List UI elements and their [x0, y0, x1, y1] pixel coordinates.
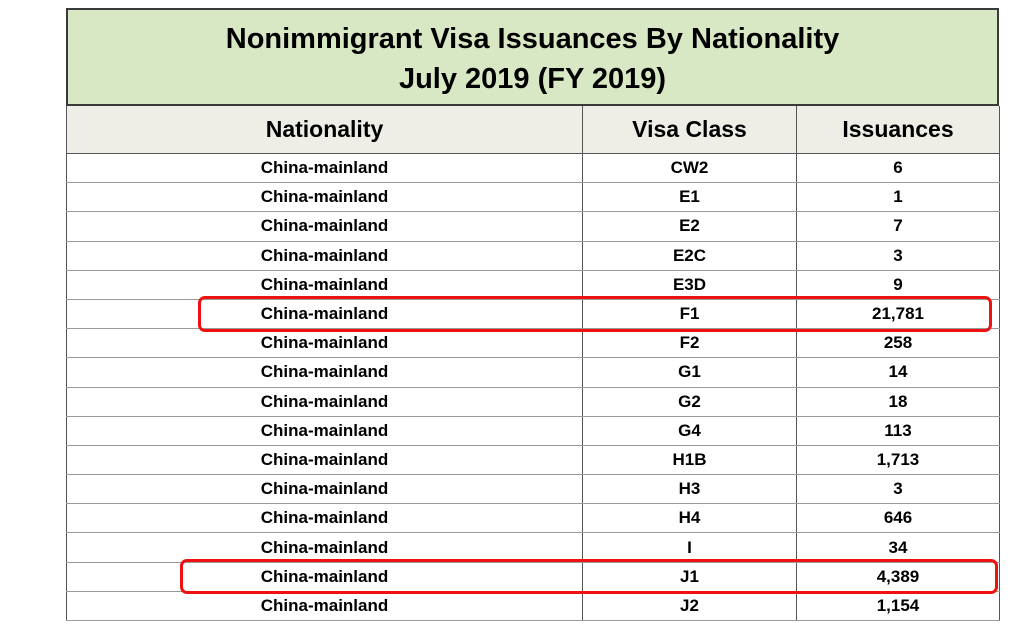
visa-issuance-sheet: Nonimmigrant Visa Issuances By Nationali… [66, 8, 1000, 622]
nationality-cell[interactable]: China-mainland [66, 299, 583, 330]
issuances-cell[interactable]: 113 [796, 416, 1000, 446]
issuances-cell[interactable]: 3 [796, 241, 1000, 271]
visa-class-cell[interactable]: E1 [582, 182, 797, 213]
table-row: China-mainland G4 113 [66, 416, 1000, 446]
table-row: China-mainland F2 258 [66, 328, 1000, 359]
table-row: China-mainland E2C 3 [66, 241, 1000, 271]
nationality-cell[interactable]: China-mainland [66, 357, 583, 388]
table-row: China-mainland CW2 6 [66, 153, 1000, 184]
nationality-cell[interactable]: China-mainland [66, 503, 583, 534]
highlight-outline [180, 559, 998, 595]
issuances-cell[interactable]: 21,781 [796, 299, 1000, 330]
table-row: China-mainland H4 646 [66, 503, 1000, 534]
nationality-cell[interactable]: China-mainland [66, 474, 583, 505]
nationality-cell[interactable]: China-mainland [66, 416, 583, 446]
report-title: Nonimmigrant Visa Issuances By Nationali… [225, 23, 840, 55]
visa-class-cell[interactable]: G4 [582, 416, 797, 446]
nationality-cell[interactable]: China-mainland [66, 211, 583, 242]
issuances-cell[interactable]: 4,389 [796, 562, 1000, 592]
table-row: China-mainland G1 14 [66, 357, 1000, 388]
visa-class-cell[interactable]: E3D [582, 270, 797, 300]
visa-class-cell[interactable]: H3 [582, 474, 797, 505]
issuances-cell[interactable]: 9 [796, 270, 1000, 300]
issuances-cell[interactable]: 34 [796, 532, 1000, 563]
table-body: China-mainland CW2 6 China-mainland E1 1 China… [66, 153, 1000, 622]
visa-class-cell[interactable]: J2 [582, 591, 797, 622]
table-row: China-mainland J1 4,389 [66, 562, 1000, 592]
nationality-cell[interactable]: China-mainland [66, 562, 583, 592]
table-row: China-mainland E2 7 [66, 211, 1000, 242]
table-header-row: Nationality Visa Class Issuances [66, 106, 1000, 154]
nationality-cell[interactable]: China-mainland [66, 241, 583, 271]
issuances-cell[interactable]: 18 [796, 387, 1000, 417]
table-row: China-mainland F1 21,781 [66, 299, 1000, 330]
issuances-cell[interactable]: 646 [796, 503, 1000, 534]
visa-class-cell[interactable]: F1 [582, 299, 797, 330]
table-row: China-mainland H3 3 [66, 474, 1000, 505]
report-title-block: Nonimmigrant Visa Issuances By Nationali… [66, 8, 999, 106]
issuances-cell[interactable]: 1,713 [796, 445, 1000, 476]
header-issuances[interactable]: Issuances [796, 106, 1000, 154]
visa-class-cell[interactable]: E2C [582, 241, 797, 271]
nationality-cell[interactable]: China-mainland [66, 153, 583, 184]
issuances-cell[interactable]: 6 [796, 153, 1000, 184]
nationality-cell[interactable]: China-mainland [66, 182, 583, 213]
table-row: China-mainland G2 18 [66, 387, 1000, 417]
visa-class-cell[interactable]: G2 [582, 387, 797, 417]
table-row: China-mainland E1 1 [66, 182, 1000, 213]
issuances-cell[interactable]: 3 [796, 474, 1000, 505]
visa-class-cell[interactable]: G1 [582, 357, 797, 388]
header-nationality[interactable]: Nationality [66, 106, 583, 154]
issuances-cell[interactable]: 1,154 [796, 591, 1000, 622]
visa-class-cell[interactable]: F2 [582, 328, 797, 359]
header-visa-class[interactable]: Visa Class [582, 106, 797, 154]
table-row: China-mainland H1B 1,713 [66, 445, 1000, 476]
visa-class-cell[interactable]: I [582, 532, 797, 563]
issuances-cell[interactable]: 258 [796, 328, 1000, 359]
visa-class-cell[interactable]: E2 [582, 211, 797, 242]
nationality-cell[interactable]: China-mainland [66, 387, 583, 417]
table-row: China-mainland J2 1,154 [66, 591, 1000, 622]
table-row: China-mainland E3D 9 [66, 270, 1000, 300]
visa-class-cell[interactable]: CW2 [582, 153, 797, 184]
report-period: July 2019 (FY 2019) [398, 63, 667, 95]
table-row: China-mainland I 34 [66, 532, 1000, 563]
issuances-cell[interactable]: 7 [796, 211, 1000, 242]
nationality-cell[interactable]: China-mainland [66, 328, 583, 359]
nationality-cell[interactable]: China-mainland [66, 532, 583, 563]
visa-class-cell[interactable]: H1B [582, 445, 797, 476]
visa-class-cell[interactable]: J1 [582, 562, 797, 592]
highlight-outline [198, 296, 992, 332]
visa-class-cell[interactable]: H4 [582, 503, 797, 534]
nationality-cell[interactable]: China-mainland [66, 270, 583, 300]
nationality-cell[interactable]: China-mainland [66, 445, 583, 476]
issuances-cell[interactable]: 1 [796, 182, 1000, 213]
nationality-cell[interactable]: China-mainland [66, 591, 583, 622]
issuances-cell[interactable]: 14 [796, 357, 1000, 388]
issuance-table: Nationality Visa Class Issuances China-m… [66, 106, 1000, 622]
